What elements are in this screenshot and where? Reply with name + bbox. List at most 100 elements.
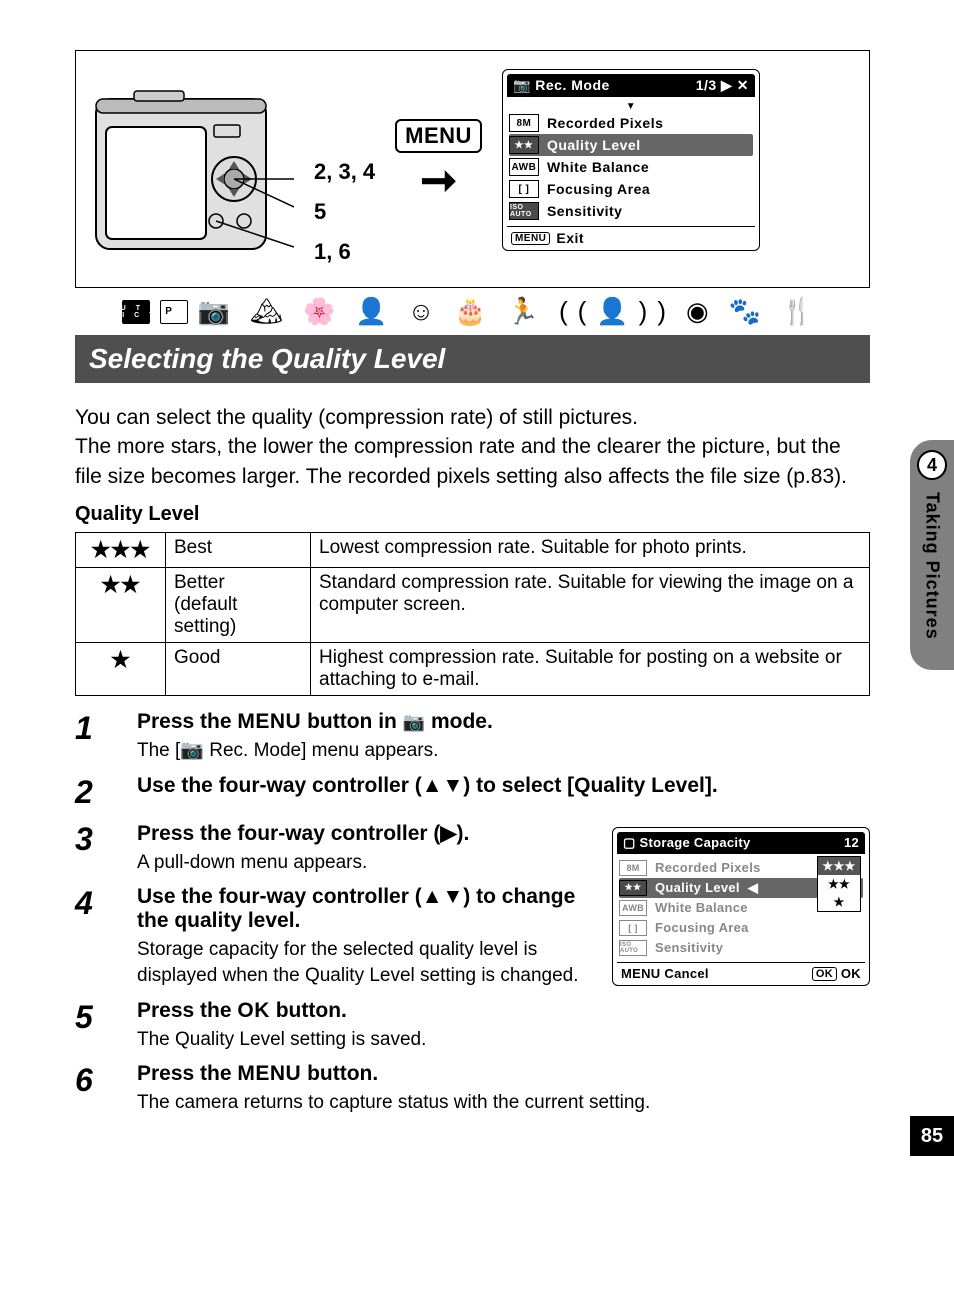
menu-item-focus: Focusing Area	[547, 181, 650, 197]
step-desc: The camera returns to capture status wit…	[137, 1090, 870, 1116]
pulldown-option: ★★★	[818, 857, 860, 875]
desc-cell: Lowest compression rate. Suitable for ph…	[311, 533, 870, 568]
table-row: ★ Good Highest compression rate. Suitabl…	[76, 643, 870, 696]
step-title: Press the MENU button in 📷 mode.	[137, 710, 870, 734]
menu-item: Quality Level	[655, 880, 740, 895]
label-5: 5	[314, 199, 375, 225]
iso-icon: ISO AUTO	[619, 940, 647, 956]
illustration-box: 2, 3, 4 5 1, 6 MENU ➞ 📷 Rec. Mode 1/3 ▶ …	[75, 50, 870, 288]
step-3: 3 Press the four-way controller (▶). A p…	[75, 821, 598, 876]
section-heading: Selecting the Quality Level	[75, 335, 870, 383]
mode-icon: 🎂	[454, 296, 496, 327]
mode-icon: 📷	[198, 296, 240, 327]
quality-icon: ★★	[509, 136, 539, 154]
step-number: 1	[75, 710, 109, 764]
quality-level-table: ★★★ Best Lowest compression rate. Suitab…	[75, 532, 870, 696]
step-1: 1 Press the MENU button in 📷 mode. The […	[75, 710, 870, 764]
mode-icon: 🌸	[303, 296, 345, 327]
menu-button-label: MENU	[395, 119, 482, 153]
intro-paragraph: You can select the quality (compression …	[75, 403, 870, 491]
step-title: Use the four-way controller (▲▼) to chan…	[137, 885, 598, 933]
table-row: ★★ Better (default setting) Standard com…	[76, 568, 870, 643]
pulldown-option: ★	[818, 893, 860, 911]
focus-icon: [ ]	[509, 180, 539, 198]
menu-item: Recorded Pixels	[655, 860, 761, 875]
table-heading: Quality Level	[75, 503, 870, 526]
footer-cancel: Cancel	[664, 966, 708, 981]
desc-cell: Highest compression rate. Suitable for p…	[311, 643, 870, 696]
name-cell: Better (default setting)	[166, 568, 311, 643]
step-5: 5 Press the OK button. The Quality Level…	[75, 999, 870, 1053]
footer-exit: Exit	[556, 230, 584, 246]
arrow-right-icon: ➞	[420, 159, 457, 203]
step-number: 2	[75, 774, 109, 811]
mini-menu-button: MENU	[511, 232, 550, 245]
focus-icon: [ ]	[619, 920, 647, 936]
menu-page-indicator: 1/3 ▶ ✕	[696, 77, 749, 94]
menu-item: White Balance	[655, 900, 748, 915]
label-16: 1, 6	[314, 239, 375, 265]
iso-icon: ISO AUTO	[509, 202, 539, 220]
mode-icon: 🍴	[781, 296, 823, 327]
step-title: Press the OK button.	[137, 999, 870, 1023]
camera-illustration	[94, 69, 294, 269]
step-title: Press the four-way controller (▶).	[137, 821, 598, 846]
step-6: 6 Press the MENU button. The camera retu…	[75, 1062, 870, 1116]
illustration-labels: 2, 3, 4 5 1, 6	[314, 159, 375, 265]
menu-item: Sensitivity	[655, 940, 723, 955]
p-mode-icon: P	[160, 300, 188, 324]
stars-cell: ★★	[76, 568, 166, 643]
page-number: 85	[910, 1116, 954, 1156]
step-number: 6	[75, 1062, 109, 1116]
pixels-icon: 8M	[619, 860, 647, 876]
pulldown-option: ★★	[818, 875, 860, 893]
menu-title: Rec. Mode	[535, 77, 610, 93]
mode-icon-row: AUTOPICT P 📷 🏔 🌸 👤 ☺ 🎂 🏃 ((👤)) ◉ 🐾 🍴	[75, 296, 870, 327]
mode-icon: 👤	[355, 296, 397, 327]
camera-icon: 📷	[513, 77, 531, 93]
step-desc: The Quality Level setting is saved.	[137, 1027, 870, 1053]
label-234: 2, 3, 4	[314, 159, 375, 185]
step-desc: Storage capacity for the selected qualit…	[137, 937, 598, 988]
quality-icon: ★★	[619, 880, 647, 896]
stars-cell: ★	[76, 643, 166, 696]
mode-icon: ◉	[686, 296, 719, 327]
auto-pict-icon: AUTOPICT	[122, 300, 150, 324]
awb-icon: AWB	[619, 900, 647, 916]
stars-cell: ★★★	[76, 533, 166, 568]
step-number: 4	[75, 885, 109, 988]
step-number: 3	[75, 821, 109, 876]
mode-icon: 🐾	[729, 296, 771, 327]
step-number: 5	[75, 999, 109, 1053]
camera-icon: 📷	[403, 712, 425, 733]
mode-icon: ((👤))	[559, 296, 676, 327]
menu-item-pixels: Recorded Pixels	[547, 115, 663, 131]
menu-item-iso: Sensitivity	[547, 203, 623, 219]
menu-item-quality: Quality Level	[547, 137, 641, 153]
desc-cell: Standard compression rate. Suitable for …	[311, 568, 870, 643]
chapter-title: Taking Pictures	[922, 492, 943, 640]
ok-button-icon: OK	[812, 967, 837, 981]
menu-screen-rec-mode: 📷 Rec. Mode 1/3 ▶ ✕ ▼ 8MRecorded Pixels …	[502, 69, 760, 251]
name-cell: Good	[166, 643, 311, 696]
pixels-icon: 8M	[509, 114, 539, 132]
quality-pulldown: ★★★ ★★ ★	[817, 856, 861, 912]
step-title: Use the four-way controller (▲▼) to sele…	[137, 774, 870, 798]
chapter-tab: 4 Taking Pictures	[910, 440, 954, 670]
step-title: Press the MENU button.	[137, 1062, 870, 1086]
mode-icon: ☺	[408, 296, 445, 327]
menu-item: Focusing Area	[655, 920, 749, 935]
chapter-number: 4	[917, 450, 947, 480]
menu-item-wb: White Balance	[547, 159, 649, 175]
screen2-title: ▢ Storage Capacity	[623, 835, 751, 851]
menu-arrow-group: MENU ➞	[395, 119, 482, 203]
step-desc: The [📷 Rec. Mode] menu appears.	[137, 738, 870, 764]
menu-screen-storage: ▢ Storage Capacity 12 8MRecorded Pixels …	[612, 827, 870, 987]
footer-ok: OK	[841, 966, 861, 981]
mode-icon: 🏔	[250, 296, 293, 327]
mini-menu-button: MENU	[621, 966, 660, 981]
step-2: 2 Use the four-way controller (▲▼) to se…	[75, 774, 870, 811]
step-4: 4 Use the four-way controller (▲▼) to ch…	[75, 885, 598, 988]
name-cell: Best	[166, 533, 311, 568]
awb-icon: AWB	[509, 158, 539, 176]
